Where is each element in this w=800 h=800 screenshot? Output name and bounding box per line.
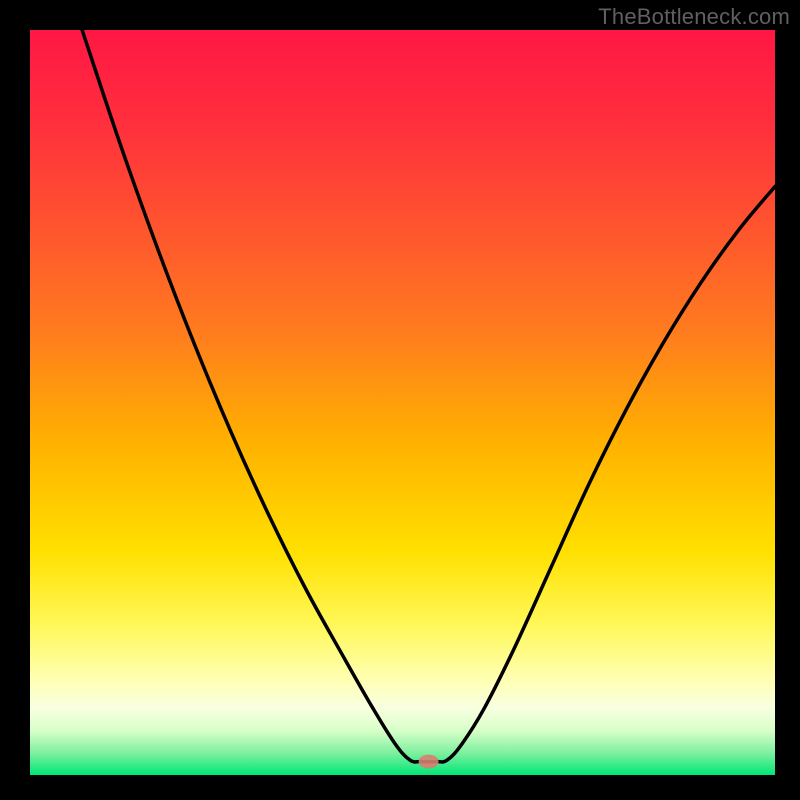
bottleneck-chart	[0, 0, 800, 800]
optimal-marker	[419, 755, 439, 769]
chart-container: { "watermark": "TheBottleneck.com", "cha…	[0, 0, 800, 800]
watermark-text: TheBottleneck.com	[598, 4, 790, 30]
plot-background	[30, 30, 775, 775]
